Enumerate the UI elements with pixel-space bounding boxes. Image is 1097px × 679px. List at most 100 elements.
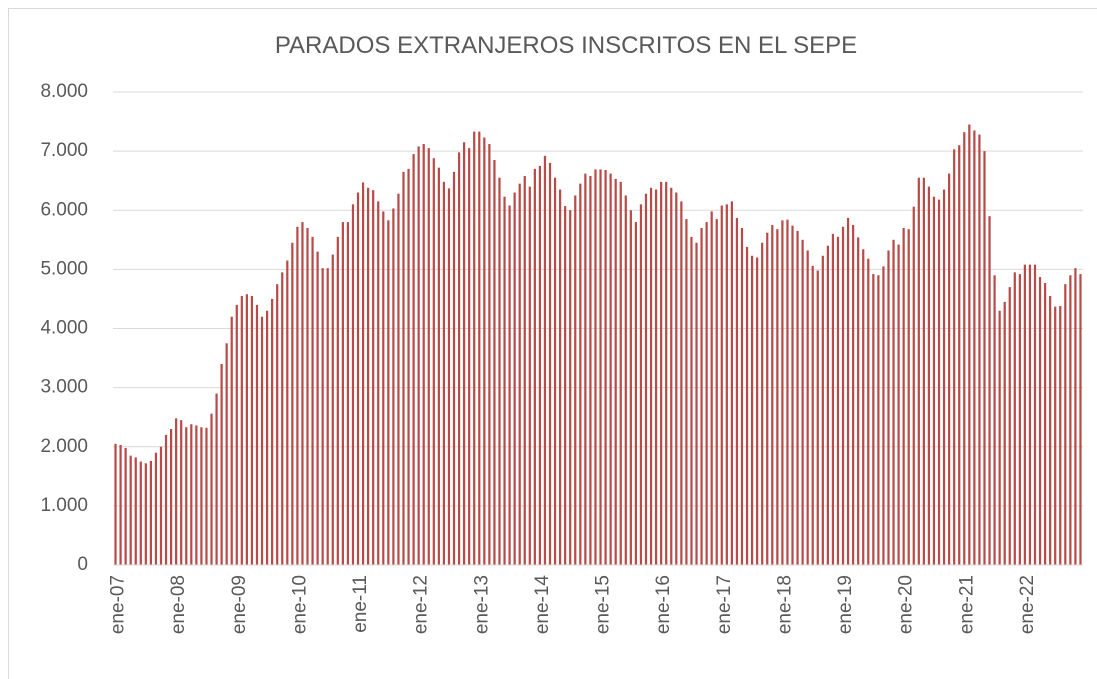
bar bbox=[756, 257, 759, 565]
y-tick-label: 3.000 bbox=[40, 377, 88, 398]
bar bbox=[867, 258, 870, 565]
bar bbox=[619, 181, 622, 565]
bar bbox=[1018, 274, 1021, 565]
bar bbox=[715, 219, 718, 565]
bar bbox=[427, 148, 430, 565]
bar bbox=[973, 130, 976, 565]
bar bbox=[1013, 272, 1016, 565]
bar bbox=[367, 187, 370, 565]
bar bbox=[316, 251, 319, 565]
bar bbox=[670, 187, 673, 565]
bar bbox=[114, 443, 117, 565]
bar bbox=[660, 181, 663, 565]
bar bbox=[291, 242, 294, 566]
bar bbox=[341, 222, 344, 565]
bar bbox=[1059, 306, 1062, 565]
x-tick-label: ene-14 bbox=[532, 575, 553, 635]
bar bbox=[356, 192, 360, 565]
bar bbox=[498, 177, 501, 565]
bar bbox=[508, 205, 511, 565]
bar bbox=[301, 222, 304, 565]
bar bbox=[639, 204, 643, 565]
bar bbox=[195, 425, 198, 565]
bar bbox=[750, 255, 754, 565]
x-tick-label: ene-15 bbox=[593, 575, 614, 634]
bar bbox=[1049, 295, 1052, 565]
bar bbox=[144, 463, 147, 565]
bar bbox=[579, 183, 582, 566]
bar bbox=[846, 217, 850, 565]
x-tick-label: ene-08 bbox=[168, 575, 189, 634]
bar bbox=[528, 186, 531, 565]
bar bbox=[589, 175, 592, 565]
bar bbox=[377, 201, 380, 565]
x-tick-label: ene-13 bbox=[471, 575, 492, 634]
bar bbox=[518, 183, 521, 566]
bar bbox=[816, 270, 819, 565]
bar bbox=[720, 205, 723, 565]
y-tick-label: 6.000 bbox=[40, 199, 88, 220]
bar bbox=[205, 427, 208, 565]
bar bbox=[998, 310, 1001, 565]
bar bbox=[988, 216, 991, 565]
bar bbox=[857, 237, 860, 565]
y-tick-label: 4.000 bbox=[40, 318, 88, 339]
bar bbox=[1054, 306, 1057, 565]
bar bbox=[942, 189, 946, 565]
bar bbox=[483, 137, 486, 565]
x-tick-label: ene-12 bbox=[411, 575, 432, 634]
bar bbox=[442, 181, 446, 565]
bar bbox=[907, 229, 910, 566]
bar bbox=[963, 132, 966, 565]
bar bbox=[862, 249, 865, 565]
bar bbox=[735, 217, 739, 565]
bar bbox=[700, 227, 703, 566]
bar bbox=[968, 124, 971, 566]
bar bbox=[402, 171, 405, 565]
bar bbox=[336, 236, 339, 565]
y-tick-label: 2.000 bbox=[40, 436, 88, 457]
bar bbox=[210, 413, 213, 565]
bar bbox=[634, 222, 638, 565]
bar bbox=[821, 255, 824, 565]
bar bbox=[1033, 264, 1037, 565]
bar bbox=[912, 206, 915, 565]
bar bbox=[710, 211, 713, 565]
bar bbox=[745, 246, 749, 565]
bar bbox=[281, 272, 284, 565]
bar bbox=[503, 196, 506, 565]
bar bbox=[574, 195, 577, 565]
bar bbox=[927, 186, 931, 565]
bar bbox=[397, 193, 400, 565]
bar bbox=[306, 227, 309, 566]
bar bbox=[781, 220, 784, 565]
bar bbox=[1003, 301, 1006, 565]
bar bbox=[190, 424, 193, 565]
bar bbox=[983, 151, 986, 565]
bar bbox=[311, 236, 314, 565]
bar bbox=[432, 158, 435, 565]
bar bbox=[629, 210, 632, 565]
x-tick-label: ene-10 bbox=[289, 575, 310, 634]
bar bbox=[149, 460, 153, 565]
bar bbox=[1008, 287, 1011, 565]
x-tick-label: ene-19 bbox=[835, 575, 856, 634]
bar bbox=[124, 447, 127, 565]
bar bbox=[564, 206, 567, 565]
bar bbox=[791, 225, 794, 565]
bar bbox=[1038, 277, 1042, 565]
x-tick-label: ene-16 bbox=[653, 575, 674, 634]
bar bbox=[553, 177, 557, 565]
bar bbox=[786, 219, 789, 565]
bar bbox=[493, 159, 496, 565]
bar bbox=[220, 363, 223, 565]
bar bbox=[296, 226, 299, 565]
x-tick-label: ene-11 bbox=[350, 575, 371, 633]
bar bbox=[599, 169, 602, 566]
bar bbox=[361, 182, 365, 565]
bar bbox=[331, 254, 334, 565]
bar bbox=[225, 343, 228, 565]
bar bbox=[897, 244, 900, 566]
bar bbox=[953, 149, 956, 565]
